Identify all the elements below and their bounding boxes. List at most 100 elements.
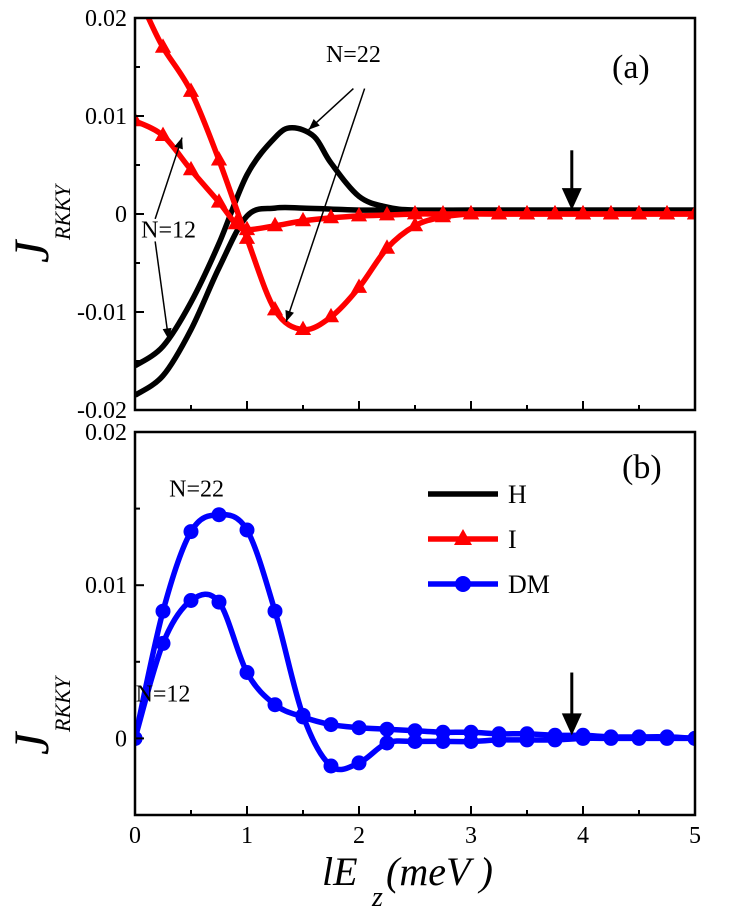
- data-point: [630, 205, 648, 220]
- data-point: [267, 603, 283, 619]
- legend-label: H: [508, 480, 527, 509]
- legend-label: I: [508, 525, 517, 554]
- legend-label: DM: [508, 570, 550, 599]
- data-point: [210, 151, 228, 166]
- data-point: [183, 524, 199, 540]
- y-tick-label: 0.01: [85, 104, 127, 130]
- y-tick-label: 0: [115, 202, 127, 228]
- pointer-arrow-icon: [154, 241, 172, 340]
- data-point: [323, 758, 339, 774]
- data-point: [462, 205, 480, 220]
- y-tick-label: -0.02: [77, 398, 127, 424]
- data-point: [239, 665, 255, 680]
- panel-a-ylabel: J: [3, 238, 59, 263]
- data-point: [631, 729, 647, 745]
- pointer-arrow-icon: [285, 88, 366, 323]
- panel-b-label: (b): [622, 449, 662, 486]
- y-tick-label: 0.02: [85, 6, 127, 32]
- panel-b-ylabel-subscript: RKKY: [50, 674, 75, 733]
- annotation-n12: N=12: [141, 218, 196, 244]
- data-point: [407, 723, 423, 739]
- data-point: [267, 697, 283, 713]
- data-point: [602, 205, 620, 220]
- data-point: [322, 307, 340, 323]
- data-point: [210, 193, 228, 208]
- xlabel-main: lE: [322, 849, 358, 894]
- data-point: [547, 727, 563, 743]
- data-point: [138, 18, 155, 19]
- data-point: [575, 727, 591, 743]
- data-point: [266, 216, 284, 232]
- data-point: [211, 594, 227, 610]
- x-tick-label: 2: [353, 823, 365, 849]
- data-point: [686, 205, 695, 220]
- data-point: [574, 205, 592, 220]
- panel-a-series-h-n12: [135, 204, 695, 398]
- xlabel-subscript: z: [371, 882, 383, 912]
- data-point: [154, 38, 172, 53]
- data-point: [546, 205, 564, 220]
- panel-b-series-dm-n12: [135, 591, 695, 746]
- data-point: [434, 207, 452, 223]
- panel-a-ylabel-subscript: RKKY: [50, 182, 75, 241]
- x-axis-label: lE z (meV ): [322, 849, 493, 912]
- panel-a-down-arrow-icon: [561, 150, 582, 211]
- data-point: [182, 82, 200, 97]
- x-tick-label: 0: [129, 823, 141, 849]
- data-point: [490, 205, 508, 220]
- panel-b-y-axis-label: J RKKY: [3, 674, 75, 755]
- data-point: [350, 278, 368, 293]
- panel-a-series-i-n22: [138, 18, 695, 335]
- data-point: [183, 593, 199, 608]
- data-point: [351, 755, 367, 771]
- y-tick-label: -0.01: [77, 300, 127, 326]
- data-point: [435, 724, 451, 740]
- legend-item-i: I: [428, 525, 517, 554]
- data-point: [323, 717, 339, 733]
- x-tick-label: 1: [241, 823, 253, 849]
- series-line: [135, 204, 695, 398]
- panel-a-y-axis-label: J RKKY: [3, 182, 75, 263]
- data-point: [463, 724, 479, 740]
- data-point: [322, 208, 340, 224]
- annotation-n22: N=22: [326, 42, 381, 68]
- data-point: [155, 635, 171, 651]
- data-point: [659, 729, 675, 745]
- data-point: [406, 216, 424, 232]
- data-point: [155, 603, 171, 619]
- y-tick-label: 0.01: [85, 573, 127, 599]
- data-point: [378, 239, 396, 254]
- annotation-n12: N=12: [136, 682, 191, 708]
- y-tick-label: 0: [115, 726, 127, 752]
- data-point: [266, 301, 284, 316]
- pointer-arrow-icon: [154, 137, 183, 220]
- annotation-n22: N=22: [169, 476, 224, 502]
- panel-b-down-arrow-icon: [561, 672, 582, 736]
- data-point: [182, 160, 200, 176]
- data-point: [238, 229, 256, 244]
- data-point: [519, 726, 535, 742]
- x-tick-label: 3: [465, 823, 477, 849]
- data-point: [603, 729, 619, 745]
- panel-a-label: (a): [612, 49, 650, 86]
- series-line: [135, 591, 695, 742]
- data-point: [378, 206, 396, 221]
- data-point: [239, 522, 255, 538]
- data-point: [154, 126, 172, 141]
- data-point: [294, 320, 312, 335]
- data-point: [211, 507, 227, 523]
- data-point: [295, 709, 311, 725]
- xlabel-unit: (meV ): [386, 849, 493, 894]
- legend-item-h: H: [428, 480, 527, 509]
- pointer-arrow-icon: [308, 88, 354, 131]
- x-tick-label: 5: [689, 823, 701, 849]
- data-point: [294, 211, 312, 227]
- data-point: [379, 735, 395, 751]
- data-point: [518, 205, 536, 220]
- y-tick-label: 0.02: [85, 420, 127, 446]
- data-point: [658, 205, 676, 220]
- data-point: [407, 734, 423, 749]
- panel-b: 0 1 2 3 4 5 0 0.01 0.02 N=22 N=12 (b) J RKKY HI DM…: [3, 420, 701, 912]
- x-tick-label: 4: [577, 823, 589, 849]
